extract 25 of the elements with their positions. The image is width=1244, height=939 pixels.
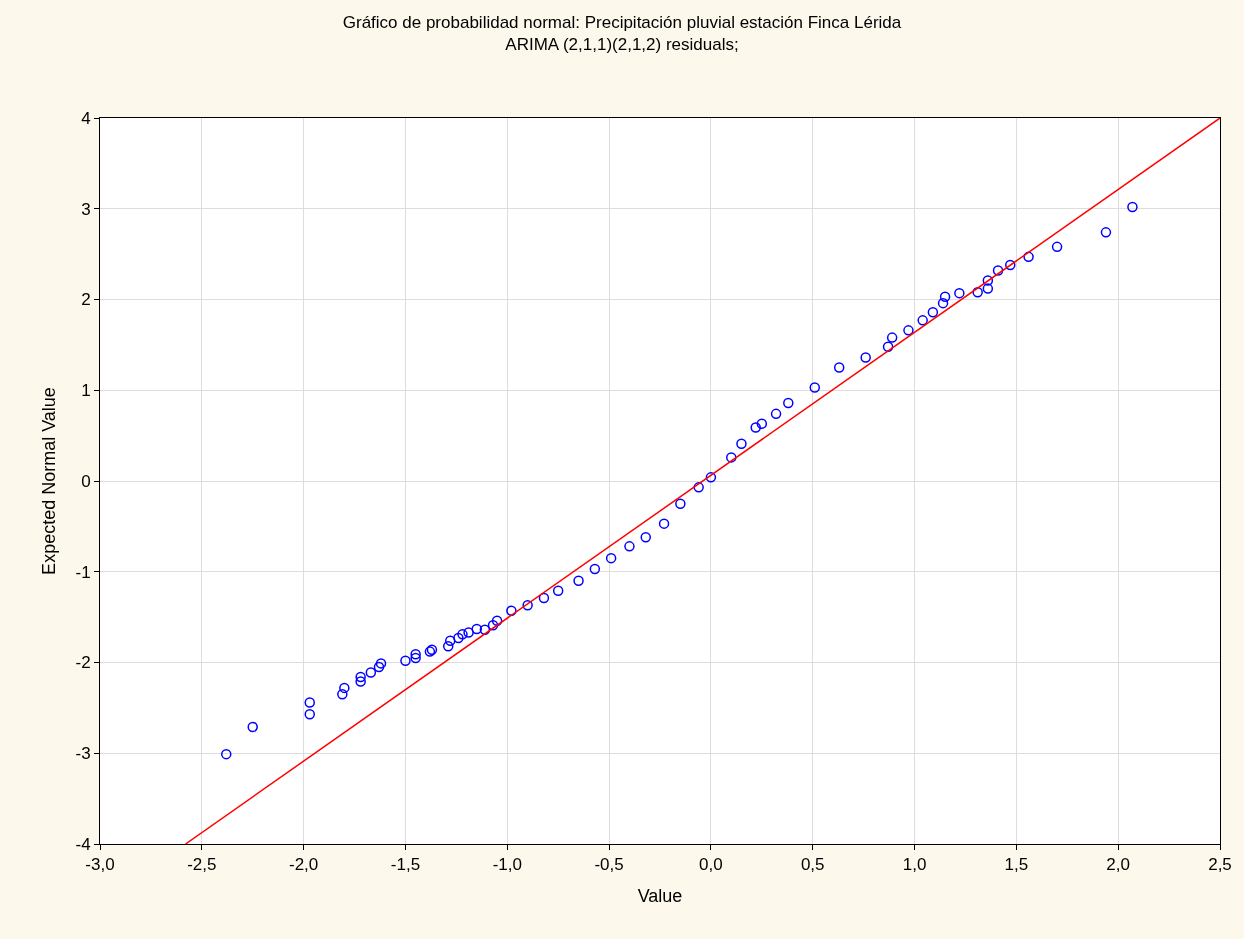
y-tick-label: 4 (81, 108, 91, 128)
x-tick-label: 1,0 (902, 855, 927, 875)
x-tick-label: 2,5 (1208, 855, 1232, 875)
x-tick-label: 0,0 (699, 855, 723, 875)
x-tick-label: 2,0 (1106, 855, 1130, 875)
y-tick-label: 2 (81, 290, 91, 310)
x-tick-label: -1,0 (492, 855, 522, 875)
x-tick-label: 0,5 (800, 855, 825, 875)
chart-subtitle: ARIMA (2,1,1)(2,1,2) residuals; (505, 35, 739, 55)
chart-title: Gráfico de probabilidad normal: Precipitación pluvial estación Finca Lérida (342, 13, 902, 33)
y-tick-label: -1 (75, 562, 91, 582)
y-tick-label: 1 (81, 381, 91, 401)
y-tick-label: -2 (75, 653, 91, 673)
x-tick-label: -0,5 (594, 855, 624, 875)
x-tick-label: -2,5 (187, 855, 217, 875)
y-axis-title: Expected Normal Value (38, 387, 59, 575)
x-axis-title: Value (637, 885, 683, 906)
x-tick-label: -3,0 (85, 855, 115, 875)
y-tick-label: 0 (81, 471, 91, 491)
x-tick-label: -1,5 (390, 855, 421, 875)
x-tick-label: 1,5 (1004, 855, 1029, 875)
y-tick-label: 3 (81, 199, 91, 219)
y-tick-label: -4 (75, 834, 91, 854)
y-tick-label: -3 (75, 744, 91, 764)
x-tick-label: -2,0 (288, 855, 319, 875)
